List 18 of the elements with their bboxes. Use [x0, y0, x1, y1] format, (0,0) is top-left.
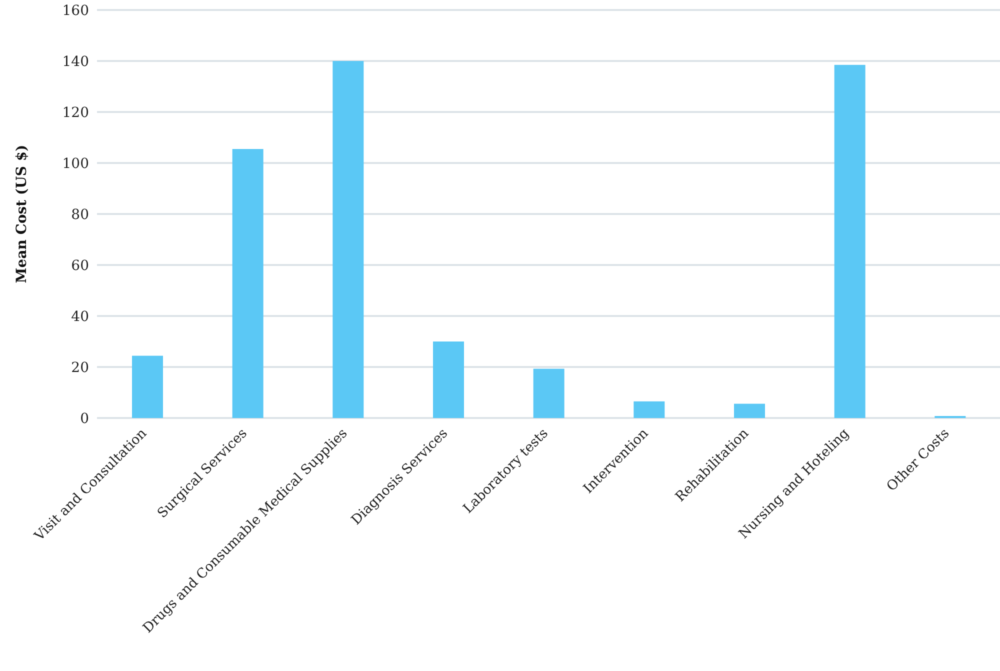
bar: [533, 368, 564, 418]
y-tick-label: 160: [62, 2, 89, 19]
y-tick-label: 20: [71, 360, 89, 376]
bar: [634, 401, 665, 418]
y-tick-label: 60: [71, 258, 89, 274]
bar: [132, 356, 163, 418]
y-tick-label: 40: [71, 308, 89, 325]
bar: [332, 61, 364, 418]
bar: [232, 148, 264, 418]
y-tick-label: 0: [80, 410, 89, 427]
bar: [734, 404, 765, 418]
y-tick-label: 100: [62, 156, 89, 172]
y-tick-label: 80: [71, 206, 89, 223]
bar: [834, 64, 866, 418]
y-axis-title: Mean Cost (US $): [14, 144, 30, 284]
y-tick-label: 120: [62, 104, 89, 121]
y-tick-label: 140: [62, 54, 89, 70]
bar: [433, 342, 464, 418]
